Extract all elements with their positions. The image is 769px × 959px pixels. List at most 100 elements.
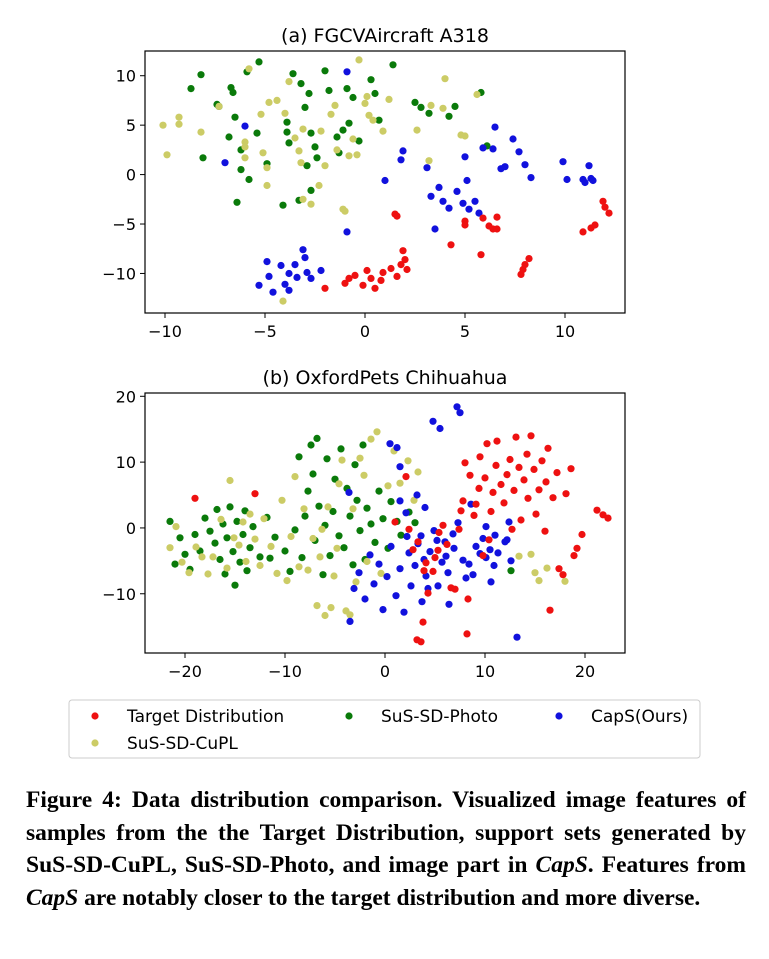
data-point xyxy=(493,437,501,445)
data-point xyxy=(456,409,464,417)
data-point xyxy=(281,280,289,288)
data-point xyxy=(585,162,593,170)
data-point xyxy=(181,550,189,558)
data-point xyxy=(349,561,357,569)
data-point xyxy=(295,147,303,155)
data-point xyxy=(490,561,498,570)
data-point xyxy=(361,99,369,107)
data-point xyxy=(352,578,360,586)
data-point xyxy=(307,186,315,194)
data-point xyxy=(225,133,233,141)
data-point xyxy=(473,90,481,99)
data-point xyxy=(439,197,447,205)
data-point xyxy=(279,201,287,209)
data-point xyxy=(346,611,354,619)
data-point xyxy=(285,78,293,86)
data-point xyxy=(445,112,453,120)
data-point xyxy=(363,557,371,566)
data-point xyxy=(450,544,458,552)
data-point xyxy=(260,515,268,523)
data-point xyxy=(513,633,521,641)
data-point xyxy=(567,465,575,473)
data-point xyxy=(246,544,254,552)
data-point xyxy=(229,88,237,97)
data-point xyxy=(559,158,567,166)
data-point xyxy=(459,199,467,207)
x-tick-label: −20 xyxy=(168,662,202,681)
data-point xyxy=(487,578,495,586)
data-point xyxy=(466,471,474,479)
data-point xyxy=(265,272,273,280)
data-point xyxy=(445,204,453,212)
data-point xyxy=(273,96,281,104)
series-target-distribution xyxy=(191,432,612,646)
data-point xyxy=(246,510,254,518)
data-point xyxy=(439,521,447,529)
data-point xyxy=(463,176,471,185)
data-point xyxy=(335,532,343,540)
data-point xyxy=(401,256,409,264)
data-point xyxy=(266,554,274,562)
data-point xyxy=(316,553,324,561)
data-point xyxy=(525,255,533,263)
data-point xyxy=(318,525,326,533)
data-point xyxy=(321,284,329,292)
data-point xyxy=(346,512,354,520)
data-point xyxy=(307,274,315,282)
legend-label-caps: CapS(Ours) xyxy=(591,707,688,727)
data-point xyxy=(389,61,397,69)
data-point xyxy=(479,214,487,222)
data-point xyxy=(444,569,452,577)
data-point xyxy=(461,459,469,467)
data-point xyxy=(387,542,395,551)
x-tick-label: −10 xyxy=(148,322,182,341)
data-point xyxy=(457,507,465,515)
x-tick-label: 10 xyxy=(555,322,575,341)
data-point xyxy=(491,123,499,131)
data-point xyxy=(479,534,487,543)
data-point xyxy=(497,480,505,489)
legend-label-target: Target Distribution xyxy=(126,707,284,727)
data-point xyxy=(359,281,367,289)
data-point xyxy=(414,468,422,476)
data-point xyxy=(263,164,271,172)
data-point xyxy=(353,496,361,504)
data-point xyxy=(407,582,415,590)
data-point xyxy=(287,532,295,541)
series-caps-ours xyxy=(221,68,597,296)
data-point xyxy=(524,494,532,502)
data-point xyxy=(191,494,199,502)
data-point xyxy=(307,200,315,208)
data-point xyxy=(283,118,291,126)
data-point xyxy=(221,159,229,167)
data-point xyxy=(241,138,249,146)
data-point xyxy=(301,103,309,111)
series-sus-sd-cupl xyxy=(159,56,481,305)
data-point xyxy=(223,534,231,542)
data-point xyxy=(231,113,239,121)
data-point xyxy=(477,251,485,259)
data-point xyxy=(383,573,391,581)
data-point xyxy=(321,162,329,170)
data-point xyxy=(192,543,200,551)
data-point xyxy=(570,552,578,560)
legend-marker-cupl xyxy=(91,739,99,747)
data-point xyxy=(217,515,225,524)
data-point xyxy=(325,86,333,95)
data-point xyxy=(393,444,401,452)
figure-caption: Figure 4: Data distribution comparison. … xyxy=(26,784,746,914)
data-point xyxy=(317,266,325,275)
data-point xyxy=(404,457,412,465)
data-point xyxy=(413,491,421,499)
legend-marker-target xyxy=(91,712,99,720)
data-point xyxy=(403,532,411,541)
data-point xyxy=(377,276,385,284)
data-point xyxy=(345,274,353,282)
data-point xyxy=(343,68,351,76)
data-point xyxy=(331,101,339,109)
data-point xyxy=(236,558,244,566)
data-point xyxy=(520,476,528,484)
data-point xyxy=(269,288,277,296)
data-point xyxy=(229,548,237,556)
data-point xyxy=(346,617,354,626)
